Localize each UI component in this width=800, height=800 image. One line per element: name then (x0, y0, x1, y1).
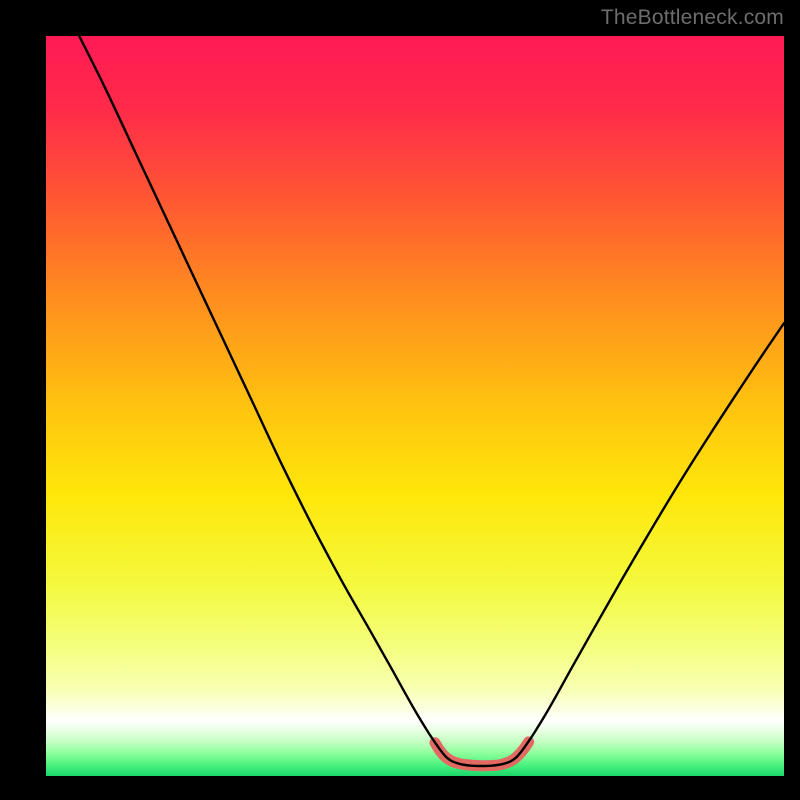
watermark-text: TheBottleneck.com (601, 6, 784, 30)
plot-area (46, 36, 784, 776)
chart-svg (46, 36, 784, 776)
gradient-background (46, 36, 784, 776)
chart-frame: TheBottleneck.com (0, 0, 800, 800)
